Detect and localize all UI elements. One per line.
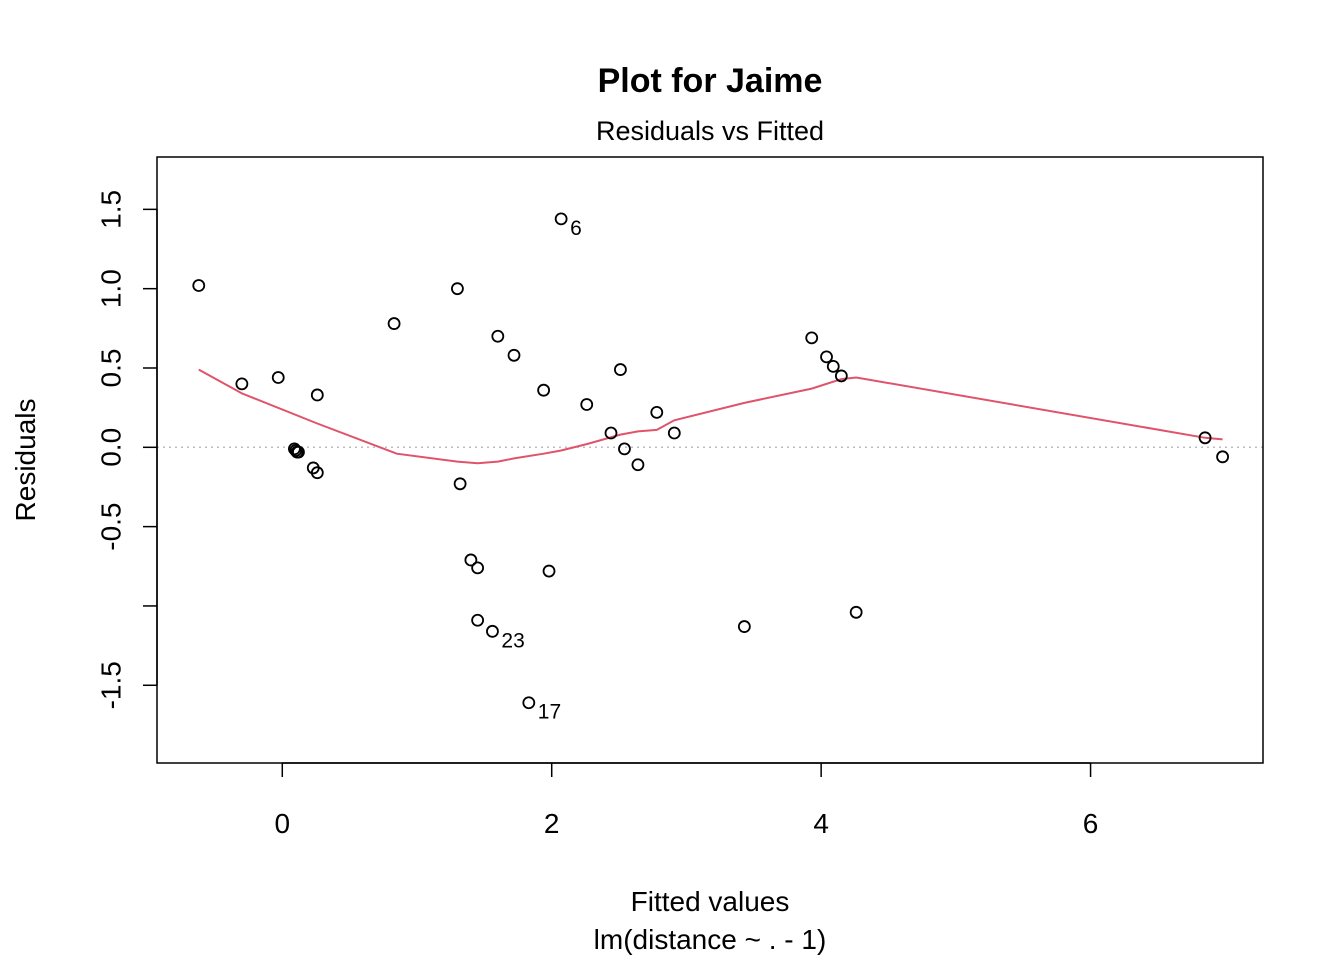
data-point-3 — [271, 371, 285, 384]
y-tick-label-1.5: 1.5 — [96, 190, 127, 229]
chart-title: Plot for Jaime — [598, 62, 823, 100]
y-tick-label--1.5: -1.5 — [96, 661, 127, 709]
point-label-23: 23 — [501, 629, 524, 652]
data-point-30 — [667, 426, 681, 440]
data-point-37 — [1198, 431, 1212, 445]
data-point-22 — [542, 564, 556, 578]
x-tick-label-2: 2 — [544, 808, 560, 839]
data-point-13 — [453, 477, 467, 491]
data-point-19 — [507, 348, 521, 362]
data-point-36 — [849, 605, 863, 619]
chart-subtitle: Residuals vs Fitted — [596, 116, 824, 146]
data-point-15 — [471, 561, 485, 575]
smoother-line — [198, 368, 1223, 465]
data-point-31 — [737, 620, 751, 633]
y-tick-label-0: 0.0 — [96, 428, 127, 467]
data-point-34 — [826, 360, 840, 373]
data-point-35 — [834, 369, 848, 383]
data-point-25 — [604, 426, 618, 440]
data-point-1 — [192, 279, 206, 292]
data-point-29 — [650, 406, 664, 419]
data-point-24 — [580, 398, 594, 411]
data-point-11 — [387, 317, 401, 330]
data-point-7 — [292, 445, 305, 459]
x-axis: 0 2 4 6 — [274, 762, 1099, 839]
point-labels-layer: 23 17 6 — [501, 217, 581, 724]
points-layer — [192, 212, 1229, 710]
x-tick-label-6: 6 — [1083, 808, 1099, 839]
data-point-10 — [310, 388, 324, 402]
data-point-21 — [537, 383, 551, 397]
data-point-9 — [310, 466, 324, 480]
point-label-17: 17 — [538, 701, 561, 724]
data-point-38 — [1216, 450, 1229, 464]
data-point-26 — [614, 363, 627, 376]
point-label-6: 6 — [570, 217, 582, 240]
data-point-20 — [522, 696, 536, 710]
x-axis-label: Fitted values — [631, 886, 790, 917]
data-point-12 — [451, 282, 464, 296]
y-tick-label--0.5: -0.5 — [96, 503, 127, 551]
x-axis-sublabel: lm(distance ~ . - 1) — [594, 924, 827, 955]
x-tick-label-4: 4 — [813, 808, 829, 839]
x-tick-label-0: 0 — [274, 808, 290, 839]
data-point-33 — [820, 350, 833, 364]
data-point-23 — [554, 212, 568, 226]
y-tick-label-1: 1.0 — [96, 269, 127, 308]
y-axis-label: Residuals — [10, 399, 41, 522]
plot-frame — [156, 156, 1264, 764]
y-tick-label-0.5: 0.5 — [96, 349, 127, 388]
y-axis: 1.5 1.0 0.5 0.0 -0.5 -1.5 — [96, 190, 158, 709]
data-point-27 — [618, 442, 631, 456]
data-point-18 — [491, 329, 505, 343]
data-point-14 — [464, 553, 478, 567]
data-point-28 — [631, 458, 645, 472]
data-point-17 — [486, 624, 499, 638]
data-point-32 — [805, 331, 819, 345]
smoother-layer — [198, 368, 1223, 465]
data-point-2 — [235, 377, 249, 391]
data-point-16 — [471, 613, 485, 627]
